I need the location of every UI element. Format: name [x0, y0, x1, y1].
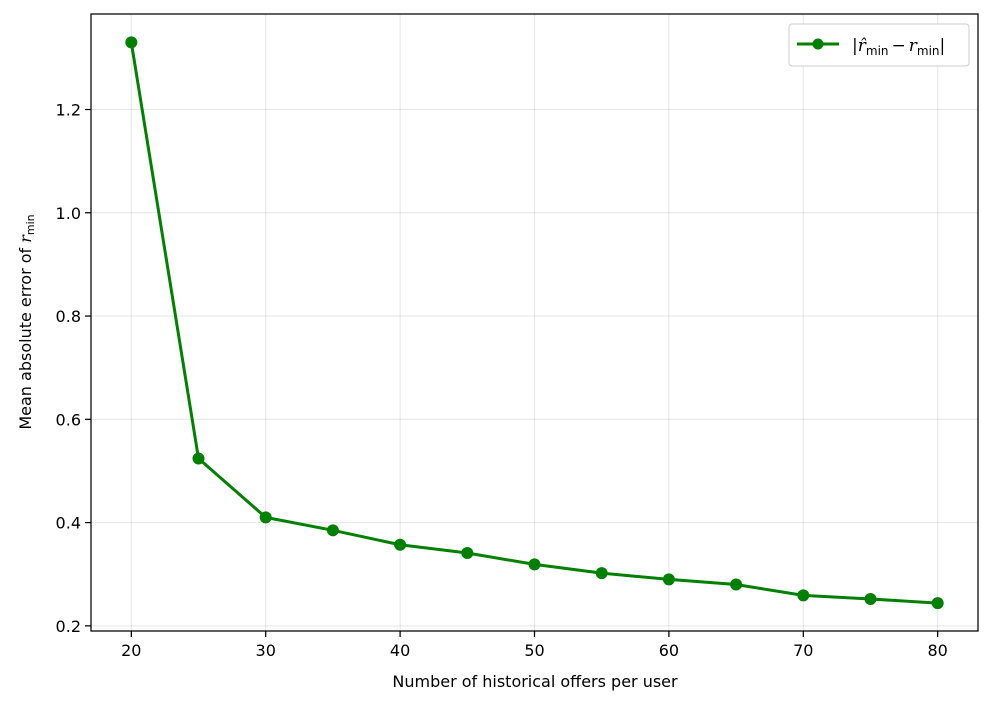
legend-var-rhat: r̂ [858, 36, 867, 56]
x-tick-label: 30 [256, 641, 276, 660]
x-axis-ticks: 20 30 40 50 60 70 80 [121, 631, 948, 660]
y-tick-label: 0.6 [56, 410, 81, 429]
y-axis-label-main: Mean absolute error of [16, 243, 35, 430]
data-point [326, 524, 339, 537]
legend-sub-min-2: min [917, 44, 940, 58]
y-tick-label: 0.8 [56, 307, 81, 326]
y-tick-label: 1.0 [56, 204, 81, 223]
legend-marker-swatch [812, 38, 824, 50]
y-axis-ticks: 0.2 0.4 0.6 0.8 1.0 1.2 [56, 101, 91, 636]
y-tick-label: 1.2 [56, 101, 81, 120]
data-point [528, 558, 541, 571]
legend-bar-close: | [940, 36, 946, 56]
x-tick-label: 40 [390, 641, 410, 660]
series-layer [125, 36, 944, 610]
x-tick-label: 50 [524, 641, 544, 660]
legend: |r̂min − rmin| [788, 23, 970, 67]
data-point [192, 452, 205, 465]
x-tick-label: 80 [928, 641, 948, 660]
data-point [662, 573, 675, 586]
data-point [931, 597, 944, 610]
data-point [595, 567, 608, 580]
legend-sub-min-1: min [866, 44, 889, 58]
data-point [125, 36, 138, 49]
data-point [394, 538, 407, 551]
data-point [730, 578, 743, 591]
y-tick-label: 0.4 [56, 514, 81, 533]
y-tick-label: 0.2 [56, 617, 81, 636]
x-tick-label: 70 [793, 641, 813, 660]
x-tick-label: 20 [121, 641, 141, 660]
data-point [259, 511, 272, 524]
grid-lines [91, 14, 978, 631]
legend-frame [788, 23, 970, 67]
legend-bar-open: | [852, 36, 858, 56]
legend-var-r: r [909, 36, 918, 56]
y-axis-label: Mean absolute error of rmin [16, 214, 37, 429]
legend-minus: − [892, 36, 906, 56]
data-point [864, 592, 877, 605]
y-axis-label-sub: min [24, 214, 37, 235]
y-axis-label-var: r [16, 234, 35, 243]
x-tick-label: 60 [659, 641, 679, 660]
legend-entry-label: |r̂min − rmin| [852, 36, 945, 58]
data-point [797, 589, 810, 602]
x-axis-label: Number of historical offers per user [392, 672, 678, 691]
data-point [461, 547, 474, 560]
